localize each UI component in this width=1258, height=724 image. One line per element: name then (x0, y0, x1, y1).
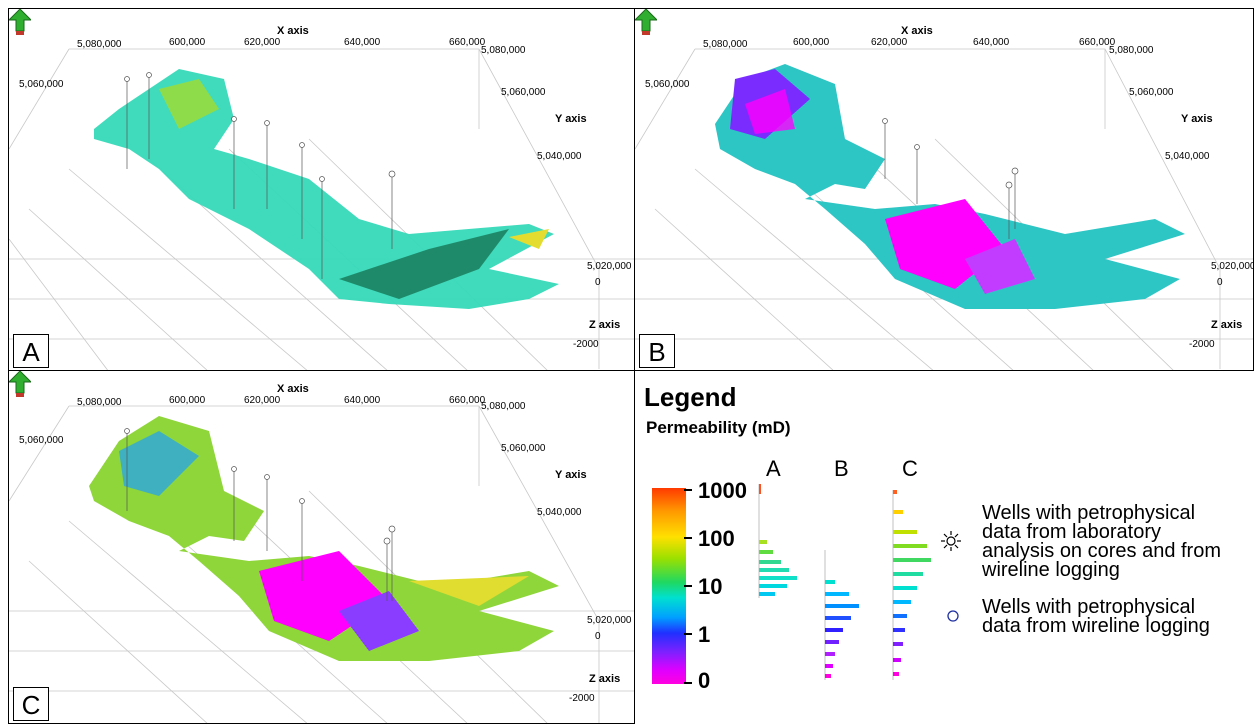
x-axis-title: X axis (277, 383, 309, 395)
x-tick: 600,000 (169, 37, 206, 48)
scale-label: 1000 (698, 478, 747, 503)
histogram-c (892, 490, 931, 680)
z-tick: -2000 (573, 339, 599, 350)
x-tick-right: 5,080,000 (481, 45, 526, 56)
colorbar-tick (684, 537, 692, 539)
legend-title: Legend (644, 382, 737, 412)
well-log-description: Wells with petrophysical data from wirel… (982, 596, 1210, 637)
x-tick: 660,000 (449, 37, 486, 48)
x-tick: 640,000 (344, 37, 381, 48)
y-tick: 5,020,000 (587, 615, 632, 626)
well-core-description: Wells with petrophysical data from labor… (982, 502, 1222, 581)
x-tick: 5,080,000 (703, 39, 748, 50)
x-tick: 5,080,000 (77, 39, 122, 50)
histogram-label-c: C (902, 456, 918, 481)
y-tick: 5,040,000 (537, 151, 582, 162)
up-arrow-icon (9, 9, 31, 35)
x-tick: 660,000 (1079, 37, 1116, 48)
colorbar-tick (684, 682, 692, 684)
panel-c: X axis 5,080,000 600,000 620,000 640,000… (8, 370, 635, 724)
colorbar-tick (684, 585, 692, 587)
panel-c-3d-view (9, 405, 634, 723)
colorbar-tick (684, 489, 692, 491)
circle-icon (947, 610, 959, 622)
colorbar-tick (684, 633, 692, 635)
x-axis-title: X axis (901, 25, 933, 37)
x-tick: 640,000 (973, 37, 1010, 48)
up-arrow-icon (9, 371, 31, 397)
y-tick: 5,060,000 (501, 87, 546, 98)
permeability-histograms (758, 484, 931, 680)
y-tick-left: 5,060,000 (19, 435, 64, 446)
up-arrow-icon (635, 9, 657, 35)
panel-a-3d-view (9, 48, 634, 370)
panel-label: C (13, 687, 49, 721)
histogram-label-b: B (834, 456, 849, 481)
y-axis-title: Y axis (1181, 113, 1213, 125)
histogram-b (824, 550, 859, 680)
x-tick: 640,000 (344, 395, 381, 406)
z-axis-title: Z axis (589, 673, 621, 685)
legend-subtitle: Permeability (mD) (646, 418, 791, 437)
y-tick: 5,020,000 (587, 261, 632, 272)
permeability-colorbar (652, 488, 686, 684)
x-tick: 620,000 (244, 395, 281, 406)
scale-label: 0 (698, 668, 711, 693)
x-tick-right: 5,080,000 (1109, 45, 1154, 56)
panel-label: A (13, 334, 49, 368)
z-axis-title: Z axis (1211, 319, 1243, 331)
histogram-label-a: A (766, 456, 781, 481)
x-axis-title: X axis (277, 25, 309, 37)
sun-star-icon (941, 531, 961, 551)
y-tick: 5,040,000 (537, 507, 582, 518)
y-tick-left: 5,060,000 (645, 79, 690, 90)
x-tick-right: 5,080,000 (481, 401, 526, 412)
scale-label: 10 (698, 574, 723, 599)
x-tick: 600,000 (793, 37, 830, 48)
z-tick: 0 (1217, 277, 1223, 288)
z-tick: 0 (595, 277, 601, 288)
y-tick-left: 5,060,000 (19, 79, 64, 90)
x-tick: 600,000 (169, 395, 206, 406)
scale-label: 100 (698, 526, 735, 551)
z-tick: -2000 (569, 693, 595, 704)
y-axis-title: Y axis (555, 113, 587, 125)
y-tick: 5,020,000 (1211, 261, 1254, 272)
panel-b-3d-view (635, 48, 1253, 370)
panel-a: X axis 5,080,000 600,000 620,000 640,000… (8, 8, 635, 371)
panel-b: X axis 5,080,000 600,000 620,000 640,000… (634, 8, 1254, 371)
x-tick: 620,000 (244, 37, 281, 48)
scale-label: 1 (698, 622, 711, 647)
panel-label: B (639, 334, 675, 368)
histogram-a (758, 484, 797, 598)
x-tick: 620,000 (871, 37, 908, 48)
z-tick: 0 (595, 631, 601, 642)
x-tick: 5,080,000 (77, 397, 122, 408)
y-tick: 5,060,000 (501, 443, 546, 454)
y-axis-title: Y axis (555, 469, 587, 481)
x-tick: 660,000 (449, 395, 486, 406)
y-tick: 5,060,000 (1129, 87, 1174, 98)
z-tick: -2000 (1189, 339, 1215, 350)
y-tick: 5,040,000 (1165, 151, 1210, 162)
z-axis-title: Z axis (589, 319, 621, 331)
